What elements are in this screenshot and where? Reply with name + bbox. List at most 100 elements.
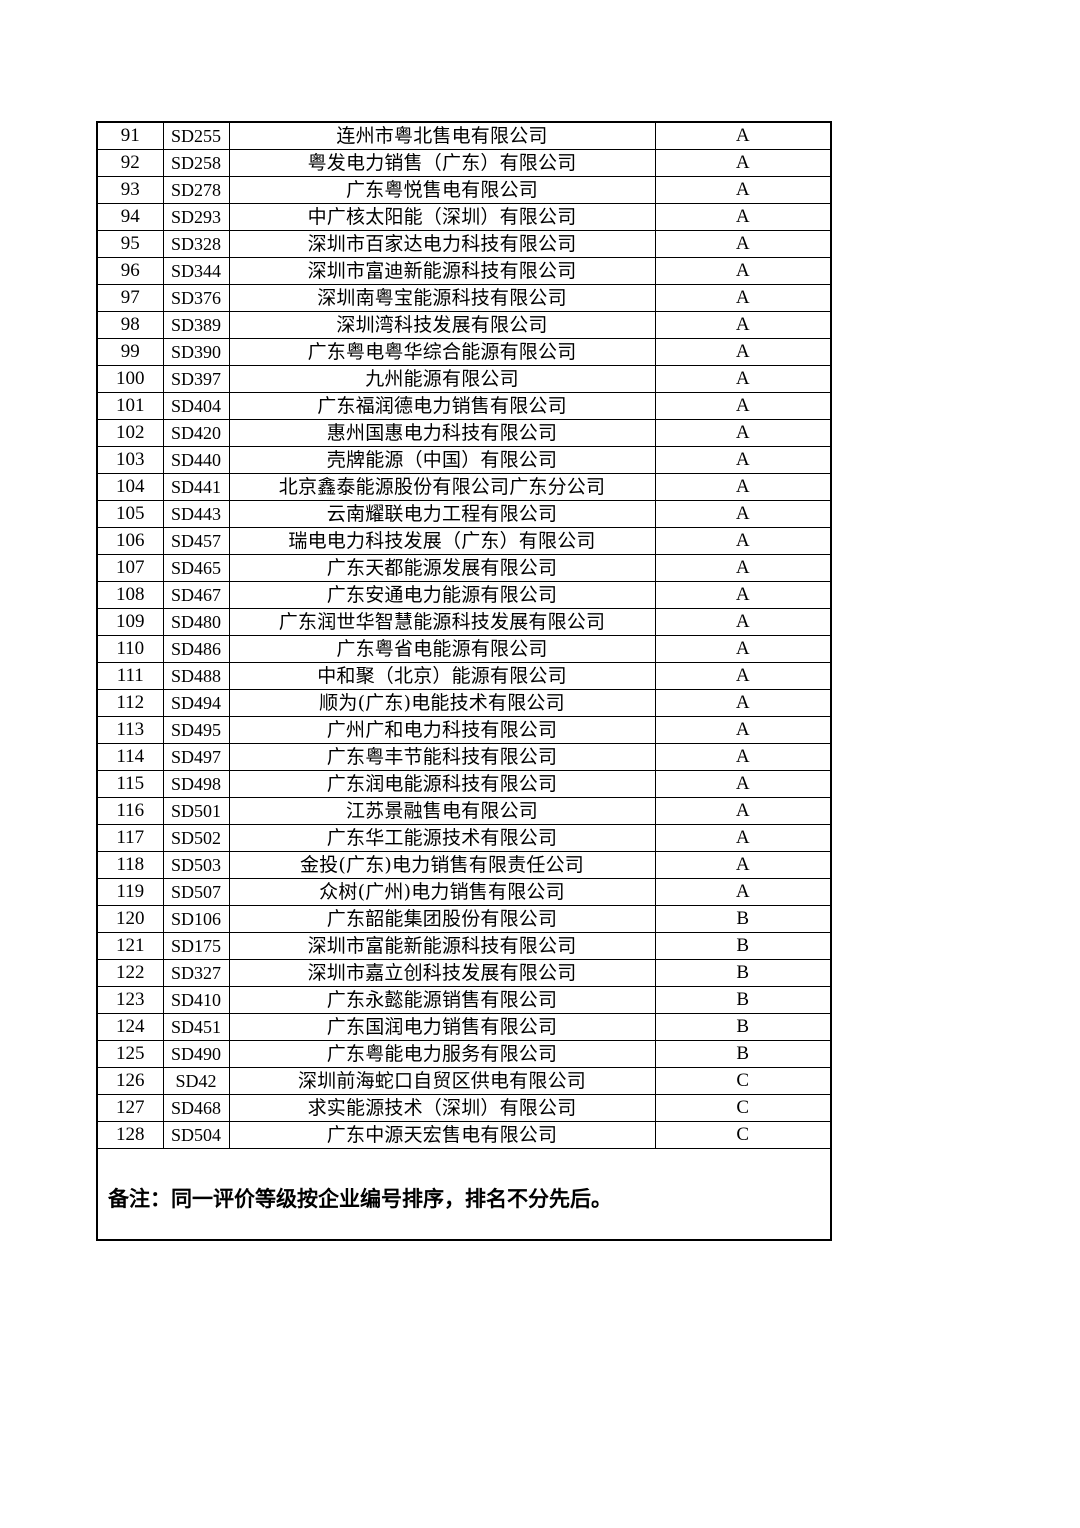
cell-index: 112 [96, 689, 164, 717]
cell-company-name: 广东国润电力销售有限公司 [228, 1013, 656, 1041]
cell-rating-grade: A [654, 527, 832, 555]
table-row: 93 SD278 广东粤悦售电有限公司 A [96, 176, 832, 204]
cell-company-code: SD390 [162, 338, 230, 366]
cell-index: 103 [96, 446, 164, 474]
cell-rating-grade: B [654, 905, 832, 933]
table-row: 113 SD495 广州广和电力科技有限公司 A [96, 716, 832, 744]
cell-company-code: SD465 [162, 554, 230, 582]
table-row: 120 SD106 广东韶能集团股份有限公司 B [96, 905, 832, 933]
cell-company-code: SD443 [162, 500, 230, 528]
table-row: 110 SD486 广东粤省电能源有限公司 A [96, 635, 832, 663]
table-row: 95 SD328 深圳市百家达电力科技有限公司 A [96, 230, 832, 258]
cell-company-name: 深圳湾科技发展有限公司 [228, 311, 656, 339]
cell-index: 123 [96, 986, 164, 1014]
table-row: 118 SD503 金投(广东)电力销售有限责任公司 A [96, 851, 832, 879]
table-row: 111 SD488 中和聚（北京）能源有限公司 A [96, 662, 832, 690]
table-row: 112 SD494 顺为(广东)电能技术有限公司 A [96, 689, 832, 717]
cell-rating-grade: A [654, 797, 832, 825]
table-row: 107 SD465 广东天都能源发展有限公司 A [96, 554, 832, 582]
remark-text: 备注：同一评价等级按企业编号排序，排名不分先后。 [96, 1148, 832, 1241]
cell-index: 94 [96, 203, 164, 231]
cell-rating-grade: A [654, 635, 832, 663]
cell-index: 117 [96, 824, 164, 852]
cell-index: 122 [96, 959, 164, 987]
table-row: 96 SD344 深圳市富迪新能源科技有限公司 A [96, 257, 832, 285]
cell-rating-grade: A [654, 770, 832, 798]
cell-company-code: SD468 [162, 1094, 230, 1122]
table-row: 102 SD420 惠州国惠电力科技有限公司 A [96, 419, 832, 447]
cell-company-code: SD504 [162, 1121, 230, 1149]
cell-rating-grade: A [654, 176, 832, 204]
cell-company-name: 众树(广州)电力销售有限公司 [228, 878, 656, 906]
cell-company-name: 惠州国惠电力科技有限公司 [228, 419, 656, 447]
cell-company-code: SD175 [162, 932, 230, 960]
rating-table-container: 91 SD255 连州市粤北售电有限公司 A 92 SD258 粤发电力销售（广东）有限公司… [96, 121, 832, 1241]
table-row: 125 SD490 广东粤能电力服务有限公司 B [96, 1040, 832, 1068]
cell-rating-grade: A [654, 230, 832, 258]
table-row: 103 SD440 壳牌能源（中国）有限公司 A [96, 446, 832, 474]
cell-company-name: 瑞电电力科技发展（广东）有限公司 [228, 527, 656, 555]
table-row: 128 SD504 广东中源天宏售电有限公司 C [96, 1121, 832, 1149]
cell-company-code: SD495 [162, 716, 230, 744]
cell-company-name: 粤发电力销售（广东）有限公司 [228, 149, 656, 177]
cell-index: 120 [96, 905, 164, 933]
cell-index: 106 [96, 527, 164, 555]
cell-company-code: SD503 [162, 851, 230, 879]
cell-index: 116 [96, 797, 164, 825]
table-row: 117 SD502 广东华工能源技术有限公司 A [96, 824, 832, 852]
cell-company-name: 求实能源技术（深圳）有限公司 [228, 1094, 656, 1122]
cell-company-name: 广东粤悦售电有限公司 [228, 176, 656, 204]
cell-index: 128 [96, 1121, 164, 1149]
table-row: 106 SD457 瑞电电力科技发展（广东）有限公司 A [96, 527, 832, 555]
cell-company-name: 广东粤丰节能科技有限公司 [228, 743, 656, 771]
cell-company-name: 广东安通电力能源有限公司 [228, 581, 656, 609]
cell-rating-grade: B [654, 959, 832, 987]
cell-company-code: SD293 [162, 203, 230, 231]
cell-index: 115 [96, 770, 164, 798]
table-row: 116 SD501 江苏景融售电有限公司 A [96, 797, 832, 825]
cell-index: 100 [96, 365, 164, 393]
cell-index: 111 [96, 662, 164, 690]
cell-company-name: 广东粤电粤华综合能源有限公司 [228, 338, 656, 366]
cell-company-name: 深圳市富迪新能源科技有限公司 [228, 257, 656, 285]
cell-company-code: SD397 [162, 365, 230, 393]
table-row: 101 SD404 广东福润德电力销售有限公司 A [96, 392, 832, 420]
table-row: 97 SD376 深圳南粤宝能源科技有限公司 A [96, 284, 832, 312]
cell-company-name: 深圳前海蛇口自贸区供电有限公司 [228, 1067, 656, 1095]
cell-rating-grade: A [654, 851, 832, 879]
table-row: 124 SD451 广东国润电力销售有限公司 B [96, 1013, 832, 1041]
company-rating-table: 91 SD255 连州市粤北售电有限公司 A 92 SD258 粤发电力销售（广东）有限公司… [96, 121, 832, 1241]
table-row: 91 SD255 连州市粤北售电有限公司 A [96, 121, 832, 150]
table-row: 115 SD498 广东润电能源科技有限公司 A [96, 770, 832, 798]
cell-rating-grade: B [654, 986, 832, 1014]
cell-index: 118 [96, 851, 164, 879]
cell-rating-grade: A [654, 203, 832, 231]
cell-index: 95 [96, 230, 164, 258]
table-row: 127 SD468 求实能源技术（深圳）有限公司 C [96, 1094, 832, 1122]
cell-company-code: SD389 [162, 311, 230, 339]
cell-company-code: SD440 [162, 446, 230, 474]
cell-company-code: SD327 [162, 959, 230, 987]
cell-rating-grade: A [654, 581, 832, 609]
cell-rating-grade: A [654, 878, 832, 906]
cell-rating-grade: A [654, 473, 832, 501]
cell-rating-grade: A [654, 311, 832, 339]
remark-row: 备注：同一评价等级按企业编号排序，排名不分先后。 [96, 1148, 832, 1241]
cell-company-code: SD502 [162, 824, 230, 852]
cell-rating-grade: A [654, 419, 832, 447]
table-row: 122 SD327 深圳市嘉立创科技发展有限公司 B [96, 959, 832, 987]
cell-company-code: SD42 [162, 1067, 230, 1095]
cell-index: 113 [96, 716, 164, 744]
cell-company-name: 江苏景融售电有限公司 [228, 797, 656, 825]
cell-company-code: SD490 [162, 1040, 230, 1068]
cell-company-name: 广东粤省电能源有限公司 [228, 635, 656, 663]
cell-company-code: SD410 [162, 986, 230, 1014]
cell-company-code: SD420 [162, 419, 230, 447]
cell-company-name: 深圳市富能新能源科技有限公司 [228, 932, 656, 960]
cell-company-code: SD480 [162, 608, 230, 636]
cell-company-code: SD344 [162, 257, 230, 285]
cell-company-name: 深圳南粤宝能源科技有限公司 [228, 284, 656, 312]
table-row: 92 SD258 粤发电力销售（广东）有限公司 A [96, 149, 832, 177]
table-row: 104 SD441 北京鑫泰能源股份有限公司广东分公司 A [96, 473, 832, 501]
cell-rating-grade: A [654, 365, 832, 393]
